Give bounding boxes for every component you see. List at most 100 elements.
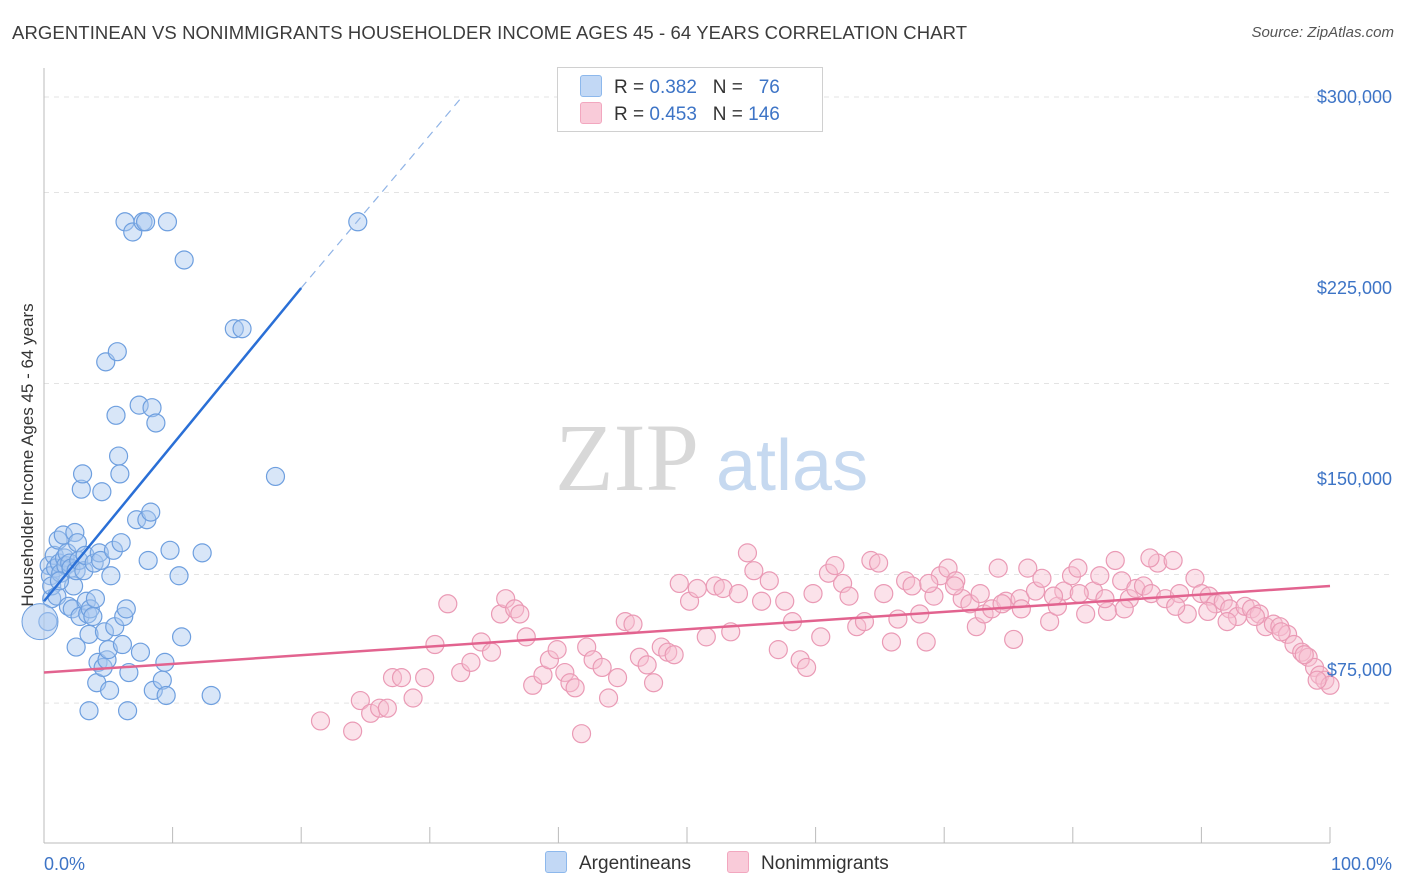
data-point xyxy=(516,627,536,647)
data-point xyxy=(623,614,643,634)
data-point xyxy=(960,594,980,614)
data-point xyxy=(881,632,902,652)
data-point xyxy=(425,634,445,655)
data-point xyxy=(348,212,368,232)
data-point xyxy=(107,342,127,362)
y-tick-label: $150,000 xyxy=(1317,469,1392,489)
data-point xyxy=(510,604,530,624)
data-point xyxy=(232,319,252,339)
nonimmigrants-trend-line xyxy=(43,584,1331,674)
data-point xyxy=(72,464,93,484)
argentineans-points xyxy=(21,212,368,721)
data-point xyxy=(1018,558,1038,578)
data-point xyxy=(74,561,94,581)
source-credit: Source: ZipAtlas.com xyxy=(1251,24,1394,41)
data-point xyxy=(310,711,331,731)
data-point xyxy=(902,576,922,596)
data-point xyxy=(547,640,567,660)
data-point xyxy=(192,543,212,563)
data-point xyxy=(664,645,684,665)
data-point xyxy=(1163,550,1183,571)
y-tick-label: $75,000 xyxy=(1327,660,1392,680)
data-point xyxy=(869,553,889,573)
trend-lines xyxy=(43,96,1331,674)
data-point xyxy=(350,690,370,711)
data-point xyxy=(160,540,180,560)
data-point xyxy=(123,222,143,242)
data-point xyxy=(141,502,161,522)
data-point xyxy=(1292,642,1312,662)
data-point xyxy=(85,589,106,609)
axes xyxy=(43,68,1331,844)
data-point xyxy=(111,533,131,553)
data-point xyxy=(615,612,635,632)
data-point xyxy=(854,612,875,632)
data-point xyxy=(112,634,133,655)
data-point xyxy=(1284,634,1304,655)
data-point xyxy=(157,212,178,232)
data-point xyxy=(174,250,194,270)
data-point xyxy=(1140,548,1160,568)
data-point xyxy=(505,599,525,619)
data-point xyxy=(1076,604,1096,624)
data-point xyxy=(1169,583,1190,604)
data-point xyxy=(1061,566,1082,586)
data-point xyxy=(1307,670,1327,690)
data-point xyxy=(874,583,894,604)
legend-n-value: 76 xyxy=(758,77,780,98)
data-point xyxy=(135,212,156,232)
data-point xyxy=(1217,612,1237,632)
data-point xyxy=(92,482,112,502)
data-point xyxy=(825,555,845,576)
legend-n-value: 146 xyxy=(748,104,780,125)
data-point xyxy=(114,606,134,627)
data-point xyxy=(1256,617,1276,637)
data-point xyxy=(930,566,950,586)
x-tick-label: 100.0% xyxy=(1331,854,1392,874)
data-point xyxy=(1271,622,1291,642)
data-point xyxy=(803,583,823,604)
data-point xyxy=(861,550,881,571)
data-point xyxy=(970,583,990,604)
data-point xyxy=(555,662,575,683)
data-point xyxy=(155,652,175,672)
data-point xyxy=(1095,589,1115,609)
data-point xyxy=(811,627,831,647)
data-point xyxy=(768,640,788,660)
data-point xyxy=(106,405,126,425)
data-point xyxy=(370,698,390,718)
data-point xyxy=(490,604,511,624)
legend-r-value: 0.382 xyxy=(649,77,697,98)
data-point xyxy=(101,566,121,586)
data-point xyxy=(1114,599,1134,619)
chart-title: ARGENTINEAN VS NONIMMIGRANTS HOUSEHOLDER… xyxy=(12,22,968,43)
legend-swatch-blue xyxy=(545,851,567,873)
data-point xyxy=(201,685,221,706)
data-point xyxy=(63,576,84,596)
data-point xyxy=(523,675,543,695)
data-point xyxy=(775,591,795,611)
data-point xyxy=(377,698,397,718)
data-point xyxy=(1069,583,1089,604)
data-point xyxy=(629,647,650,667)
data-point xyxy=(78,604,98,624)
data-point xyxy=(156,685,176,706)
data-point xyxy=(924,586,944,606)
data-point xyxy=(481,642,502,662)
data-point xyxy=(110,464,130,484)
data-point xyxy=(1199,586,1219,606)
data-point xyxy=(1090,566,1110,586)
data-point xyxy=(83,606,103,627)
data-point xyxy=(108,446,129,466)
data-point xyxy=(80,599,100,619)
legend-nonimmigrants: Nonimmigrants xyxy=(727,851,889,875)
data-point xyxy=(172,627,192,647)
data-point xyxy=(99,680,120,700)
data-point xyxy=(796,657,817,678)
data-point xyxy=(90,550,111,571)
data-point xyxy=(737,543,758,563)
data-point xyxy=(116,599,136,619)
data-point xyxy=(1011,599,1031,619)
data-point xyxy=(818,563,839,583)
